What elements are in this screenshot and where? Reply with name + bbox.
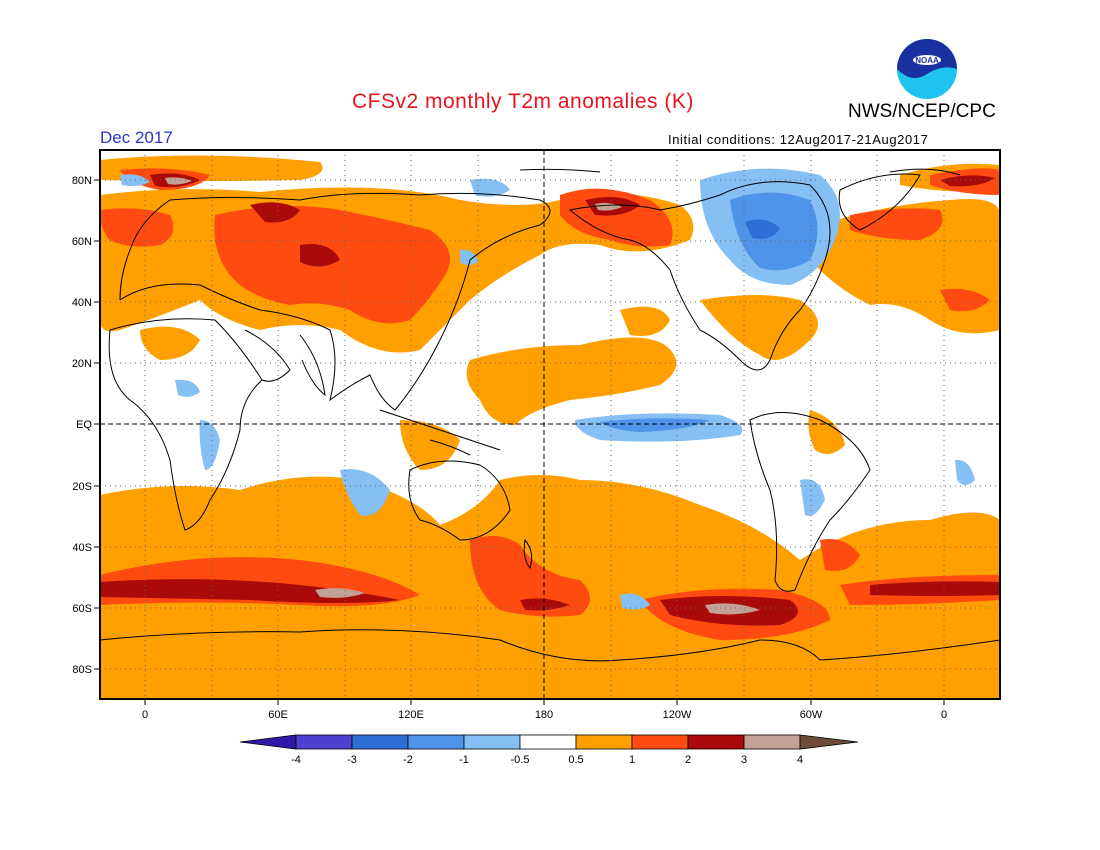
colorbar-swatch bbox=[687, 734, 745, 750]
lat-label: 60S bbox=[72, 603, 92, 615]
colorbar-swatch bbox=[631, 734, 689, 750]
lat-label: 40N bbox=[72, 297, 92, 309]
lon-label: 60E bbox=[268, 709, 288, 721]
colorbar-arrow-high bbox=[799, 734, 859, 750]
colorbar-label: 3 bbox=[741, 754, 747, 766]
lon-label: 120E bbox=[398, 709, 424, 721]
lon-label: 180 bbox=[535, 709, 553, 721]
lat-ticks bbox=[94, 179, 100, 670]
colorbar-swatch bbox=[351, 734, 409, 750]
colorbar-swatch bbox=[575, 734, 633, 750]
colorbar-label: -3 bbox=[347, 754, 357, 766]
initial-conditions-label: Initial conditions: 12Aug2017-21Aug2017 bbox=[668, 132, 929, 147]
colorbar-label: -0.5 bbox=[511, 754, 530, 766]
colorbar-swatch bbox=[463, 734, 521, 750]
lat-label: 60N bbox=[72, 236, 92, 248]
colorbar-label: -1 bbox=[459, 754, 469, 766]
lon-label: 0 bbox=[142, 709, 148, 721]
lon-ticks bbox=[144, 699, 945, 705]
noaa-logo-text: NOAA bbox=[915, 56, 939, 65]
lat-label: 20N bbox=[72, 358, 92, 370]
map-area bbox=[100, 150, 1000, 699]
equator-dateline bbox=[100, 150, 1000, 699]
colorbar-label: 2 bbox=[685, 754, 691, 766]
colorbar-swatch bbox=[743, 734, 801, 750]
lon-label: 120W bbox=[663, 709, 692, 721]
map-title: CFSv2 monthly T2m anomalies (K) bbox=[352, 90, 694, 113]
anomaly-field-3-4 bbox=[165, 177, 760, 615]
agency-label: NWS/NCEP/CPC bbox=[848, 101, 996, 122]
lat-label: 40S bbox=[72, 542, 92, 554]
lat-label: 80S bbox=[72, 664, 92, 676]
colorbar-swatch bbox=[519, 734, 577, 750]
colorbar-label: -4 bbox=[291, 754, 301, 766]
noaa-logo-icon: NOAA bbox=[897, 39, 957, 99]
colorbar-label: 4 bbox=[797, 754, 803, 766]
valid-month-label: Dec 2017 bbox=[100, 128, 173, 147]
colorbar-arrow-low bbox=[239, 734, 297, 750]
lon-label: 60W bbox=[800, 709, 823, 721]
colorbar-label: 1 bbox=[629, 754, 635, 766]
lon-labels: 0 60E 120E 180 120W 60W 0 bbox=[142, 709, 947, 721]
lat-lon-grid bbox=[100, 150, 1000, 699]
lat-label: EQ bbox=[76, 419, 92, 431]
colorbar-label: 0.5 bbox=[568, 754, 583, 766]
colorbar-swatch bbox=[295, 734, 353, 750]
anomaly-field-minus-3-minus-2 bbox=[745, 219, 780, 239]
colorbar: -4 -3 -2 -1 -0.5 0.5 1 2 3 4 bbox=[239, 734, 859, 766]
lat-labels: 80N 60N 40N 20N EQ 20S 40S 60S 80S bbox=[72, 175, 93, 676]
lon-label: 0 bbox=[941, 709, 947, 721]
lat-label: 20S bbox=[72, 481, 92, 493]
colorbar-swatch bbox=[407, 734, 465, 750]
lat-label: 80N bbox=[72, 175, 92, 187]
coastlines bbox=[100, 168, 1000, 662]
colorbar-label: -2 bbox=[403, 754, 413, 766]
